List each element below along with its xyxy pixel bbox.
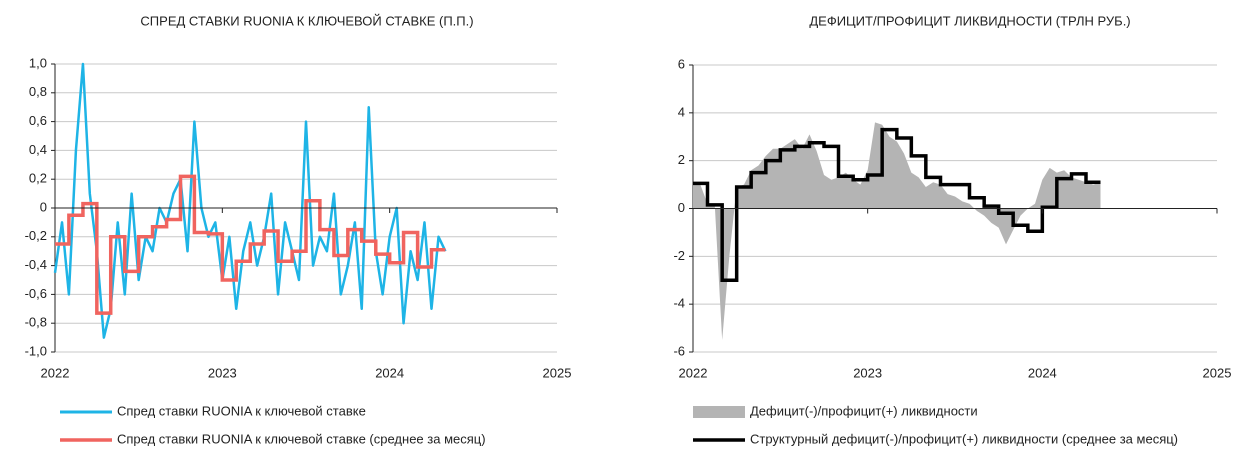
y-tick-label: -0,4 <box>25 257 47 272</box>
legend-label: Дефицит(-)/профицит(+) ликвидности <box>750 403 978 418</box>
y-tick-label: 4 <box>678 104 685 119</box>
y-tick-label: -4 <box>673 296 685 311</box>
legend-label: Структурный дефицит(-)/профицит(+) ликви… <box>750 431 1178 446</box>
y-tick-label: -2 <box>673 248 685 263</box>
y-tick-label: 1,0 <box>29 55 47 70</box>
y-tick-label: -0,2 <box>25 228 47 243</box>
x-tick-label: 2024 <box>1028 365 1057 380</box>
y-tick-label: 0 <box>678 200 685 215</box>
legend-swatch <box>693 406 745 418</box>
chart-title: ДЕФИЦИТ/ПРОФИЦИТ ЛИКВИДНОСТИ (ТРЛН РУБ.) <box>809 13 1130 28</box>
y-tick-label: -0,8 <box>25 315 47 330</box>
chart-title: СПРЕД СТАВКИ RUONIA К КЛЮЧЕВОЙ СТАВКЕ (П… <box>140 13 473 28</box>
data-line <box>53 62 447 339</box>
step-line <box>55 174 446 315</box>
legend-label: Спред ставки RUONIA к ключевой ставке <box>117 403 366 418</box>
y-tick-label: -6 <box>673 343 685 358</box>
y-tick-label: 0,8 <box>29 84 47 99</box>
step-line <box>693 127 1101 282</box>
x-tick-label: 2025 <box>1203 365 1232 380</box>
y-tick-label: 0,2 <box>29 171 47 186</box>
y-tick-label: 6 <box>678 56 685 71</box>
x-tick-label: 2024 <box>375 365 404 380</box>
legend-label: Спред ставки RUONIA к ключевой ставке (с… <box>117 431 486 446</box>
x-tick-label: 2022 <box>41 365 70 380</box>
y-tick-label: -0,6 <box>25 286 47 301</box>
y-tick-label: 0,6 <box>29 113 47 128</box>
y-tick-label: 0,4 <box>29 142 47 157</box>
y-tick-label: 2 <box>678 152 685 167</box>
x-tick-label: 2023 <box>208 365 237 380</box>
area <box>693 122 1101 341</box>
x-tick-label: 2022 <box>679 365 708 380</box>
y-tick-label: -1,0 <box>25 343 47 358</box>
x-tick-label: 2025 <box>543 365 572 380</box>
x-tick-label: 2023 <box>853 365 882 380</box>
y-tick-label: 0 <box>40 199 47 214</box>
